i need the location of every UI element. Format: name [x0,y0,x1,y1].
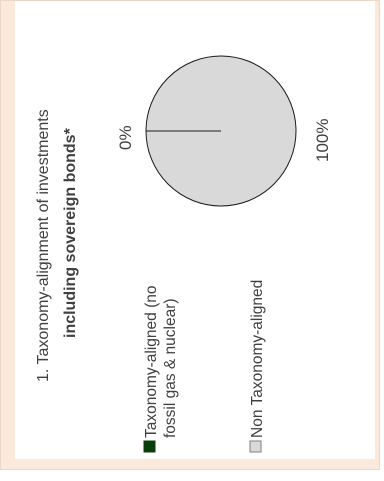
legend-swatch-non-taxonomy-aligned [249,440,262,453]
legend-swatch-taxonomy-aligned [143,440,156,453]
chart-title-line2: including sovereign bonds* [62,127,79,338]
chart-title-line1: 1. Taxonomy-alignment of investments [35,109,52,382]
pie-slices [145,55,297,207]
data-label-non-taxonomy-aligned: 100% [313,119,332,162]
legend-label-taxonomy-aligned-line1: Taxonomy-aligned (no [143,285,160,438]
legend-label-taxonomy-aligned-line2: fossil gas & nuclear) [162,298,179,438]
legend-label-non-taxonomy-aligned: Non Taxonomy-aligned [249,280,266,438]
data-label-taxonomy-aligned: 0% [116,125,135,150]
